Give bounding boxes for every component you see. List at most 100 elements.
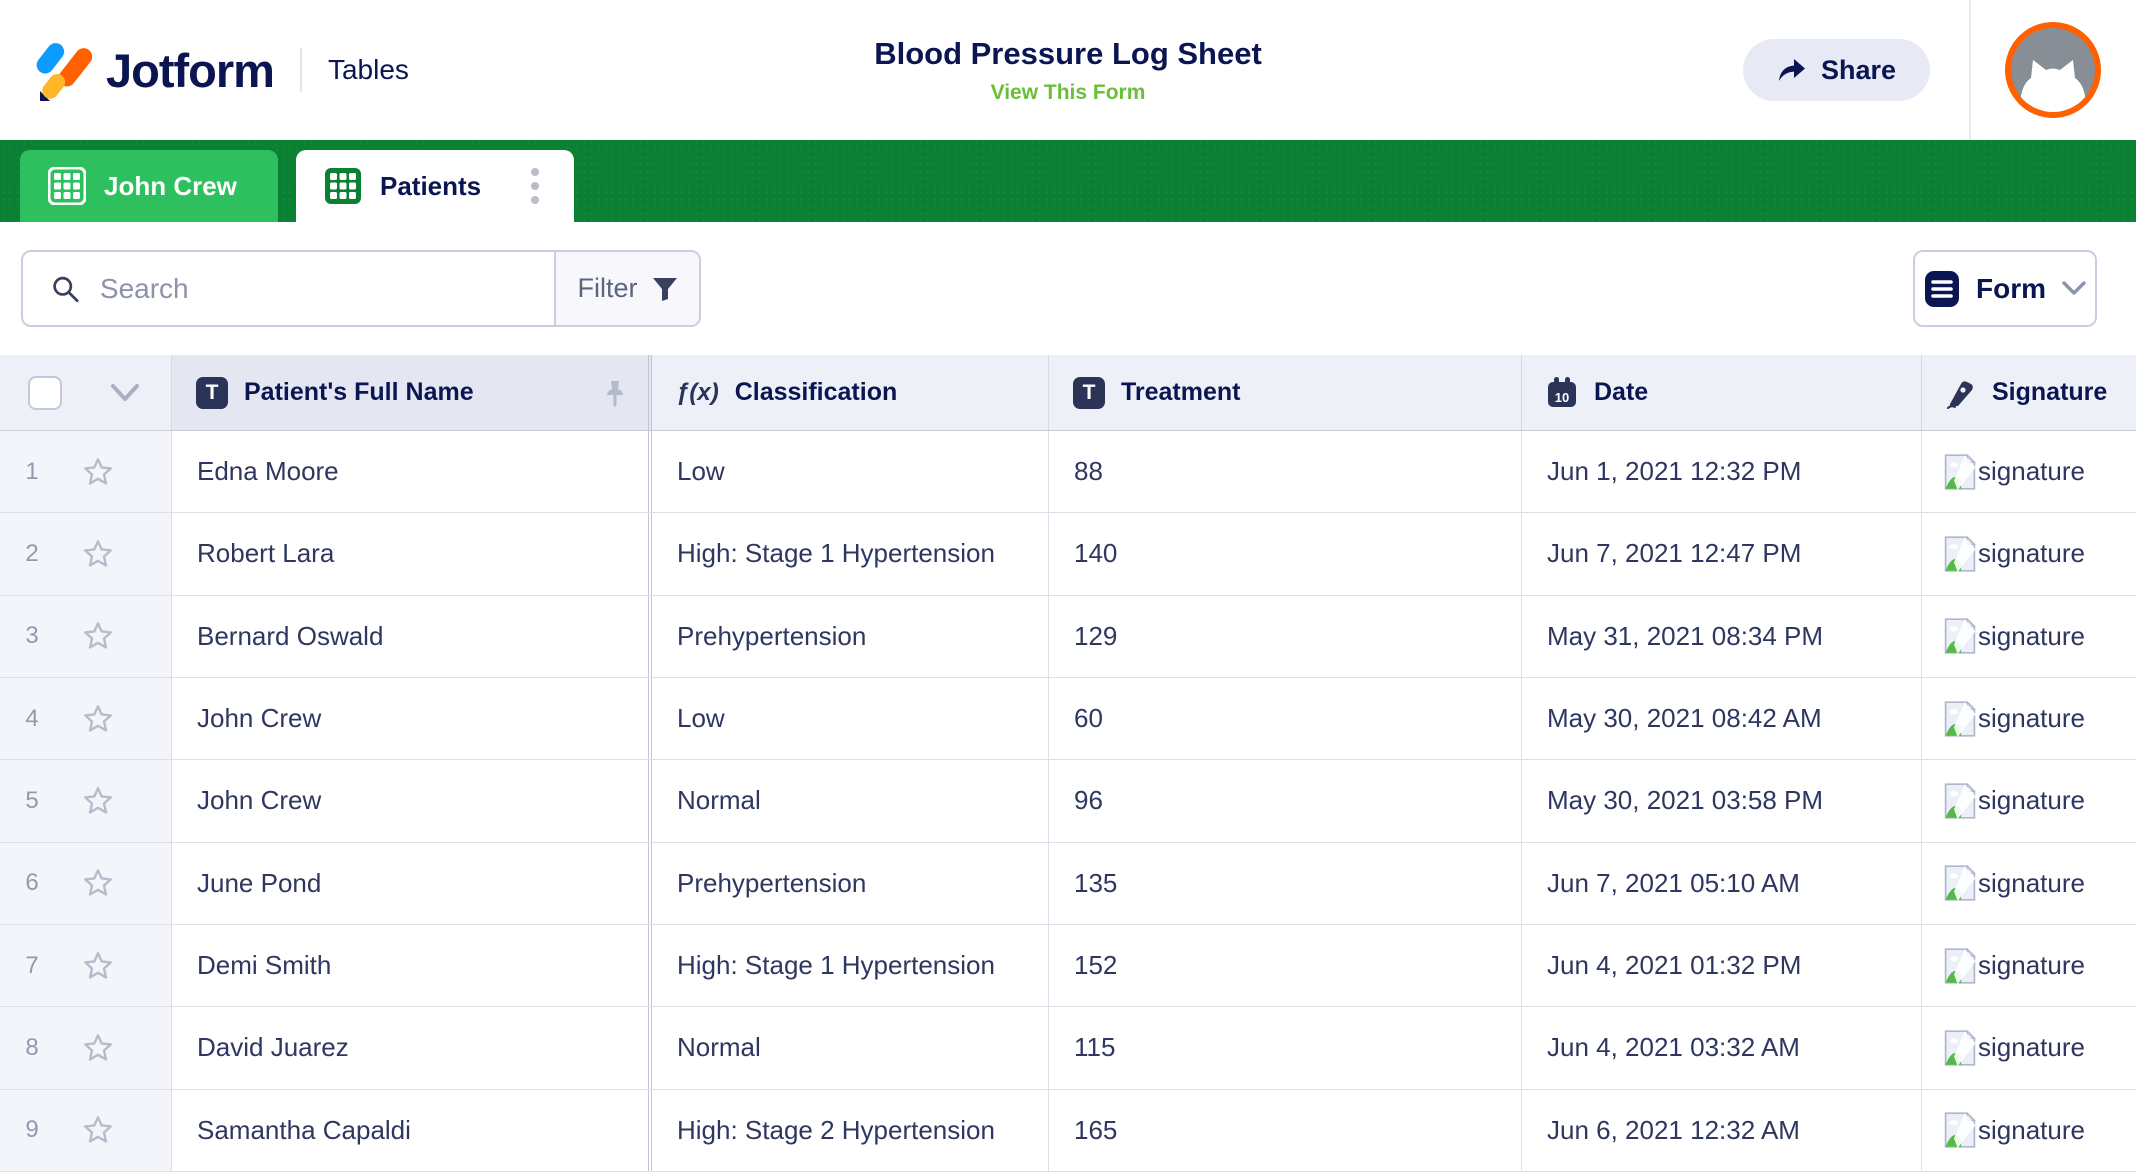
tab-label: John Crew (104, 170, 237, 201)
cell-date[interactable]: May 31, 2021 08:34 PM (1522, 595, 1922, 677)
cell-patient-name[interactable]: David Juarez (172, 1007, 652, 1089)
signature-alt-text: signature (1978, 703, 2085, 734)
cell-treatment[interactable]: 152 (1049, 924, 1522, 1007)
cell-date[interactable]: May 30, 2021 08:42 AM (1522, 677, 1922, 760)
signature-alt-text: signature (1978, 1114, 2085, 1145)
cell-signature[interactable]: signature (1922, 760, 2136, 841)
cell-date[interactable]: Jun 6, 2021 12:32 AM (1522, 1089, 1922, 1171)
cell-date[interactable]: Jun 4, 2021 03:32 AM (1522, 1007, 1922, 1089)
text-field-icon: T (196, 376, 228, 409)
cell-signature[interactable]: signature (1922, 431, 2136, 512)
broken-image-icon (1944, 1029, 1976, 1066)
share-button[interactable]: Share (1742, 39, 1930, 101)
row-gutter-cell: 1 (0, 431, 172, 513)
favorite-star-icon[interactable] (82, 456, 114, 488)
table-row: 3 Bernard Oswald Prehypertension 129 May… (0, 595, 2136, 678)
cell-date[interactable]: Jun 1, 2021 12:32 PM (1522, 431, 1922, 513)
cell-classification[interactable]: Normal (652, 1007, 1049, 1089)
chevron-down-icon[interactable] (110, 383, 140, 403)
pen-icon (1947, 380, 1973, 409)
cell-classification[interactable]: High: Stage 1 Hypertension (652, 924, 1049, 1007)
cell-signature[interactable]: signature (1922, 513, 2136, 594)
cell-treatment[interactable]: 140 (1049, 513, 1522, 595)
cell-classification[interactable]: High: Stage 2 Hypertension (652, 1089, 1049, 1171)
cell-signature[interactable]: signature (1922, 843, 2136, 924)
row-number: 6 (25, 869, 39, 897)
cell-patient-name[interactable]: Samantha Capaldi (172, 1089, 652, 1171)
pin-icon[interactable] (604, 379, 626, 407)
signature-alt-text: signature (1978, 456, 2085, 487)
cell-treatment[interactable]: 115 (1049, 1007, 1522, 1089)
row-number: 7 (25, 951, 39, 979)
cell-signature[interactable]: signature (1922, 1007, 2136, 1088)
cell-treatment[interactable]: 129 (1049, 595, 1522, 677)
column-header-treatment[interactable]: T Treatment (1049, 355, 1522, 430)
table-grid-icon (48, 167, 86, 205)
brand-wordmark[interactable]: Jotform (106, 43, 275, 97)
cell-patient-name[interactable]: Robert Lara (172, 513, 652, 595)
favorite-star-icon[interactable] (82, 785, 114, 817)
form-doc-icon (1925, 270, 1959, 307)
view-this-form-link[interactable]: View This Form (990, 80, 1146, 104)
column-label: Patient's Full Name (244, 378, 474, 406)
form-view-button[interactable]: Form (1913, 250, 2097, 327)
tab-options-kebab-icon[interactable] (525, 162, 545, 210)
broken-image-icon (1944, 1112, 1976, 1149)
filter-button[interactable]: Filter (554, 252, 699, 325)
cell-signature[interactable]: signature (1922, 925, 2136, 1006)
favorite-star-icon[interactable] (82, 538, 114, 570)
cell-signature[interactable]: signature (1922, 1090, 2136, 1171)
signature-alt-text: signature (1978, 867, 2085, 898)
cell-patient-name[interactable]: Demi Smith (172, 924, 652, 1007)
form-button-label: Form (1976, 272, 2046, 304)
favorite-star-icon[interactable] (82, 950, 114, 982)
table-row: 5 John Crew Normal 96 May 30, 2021 03:58… (0, 760, 2136, 843)
signature-alt-text: signature (1978, 620, 2085, 651)
cell-treatment[interactable]: 165 (1049, 1089, 1522, 1171)
cell-date[interactable]: Jun 4, 2021 01:32 PM (1522, 924, 1922, 1007)
favorite-star-icon[interactable] (82, 703, 114, 735)
jotform-logo-icon[interactable] (34, 39, 92, 101)
tab-john-crew[interactable]: John Crew (20, 150, 278, 222)
cell-date[interactable]: Jun 7, 2021 05:10 AM (1522, 842, 1922, 924)
row-number: 1 (25, 457, 39, 485)
table-row: 9 Samantha Capaldi High: Stage 2 Hyperte… (0, 1089, 2136, 1172)
select-all-checkbox[interactable] (28, 375, 62, 410)
column-header-signature[interactable]: Signature (1922, 355, 2136, 430)
table-row: 8 David Juarez Normal 115 Jun 4, 2021 03… (0, 1007, 2136, 1090)
cell-patient-name[interactable]: Edna Moore (172, 431, 652, 513)
cell-classification[interactable]: Normal (652, 760, 1049, 842)
search-input[interactable] (99, 272, 554, 305)
cell-patient-name[interactable]: John Crew (172, 760, 652, 842)
favorite-star-icon[interactable] (82, 1114, 114, 1146)
favorite-star-icon[interactable] (82, 1032, 114, 1064)
cell-classification[interactable]: Low (652, 677, 1049, 760)
column-header-classification[interactable]: ƒ(x) Classification (652, 355, 1049, 430)
cell-patient-name[interactable]: Bernard Oswald (172, 595, 652, 677)
cell-classification[interactable]: Low (652, 431, 1049, 513)
cell-treatment[interactable]: 135 (1049, 842, 1522, 924)
cell-signature[interactable]: signature (1922, 678, 2136, 759)
favorite-star-icon[interactable] (82, 867, 114, 899)
cell-date[interactable]: Jun 7, 2021 12:47 PM (1522, 513, 1922, 595)
cell-treatment[interactable]: 60 (1049, 677, 1522, 760)
cell-classification[interactable]: High: Stage 1 Hypertension (652, 513, 1049, 595)
row-gutter-cell: 2 (0, 513, 172, 595)
cell-classification[interactable]: Prehypertension (652, 842, 1049, 924)
cell-treatment[interactable]: 88 (1049, 431, 1522, 513)
column-header-patients-full-name[interactable]: T Patient's Full Name (172, 355, 652, 430)
favorite-star-icon[interactable] (82, 620, 114, 652)
brand-group: Jotform Tables (34, 0, 409, 140)
column-header-date[interactable]: 10 Date (1522, 355, 1922, 430)
cell-classification[interactable]: Prehypertension (652, 595, 1049, 677)
avatar[interactable] (2005, 22, 2101, 118)
cell-patient-name[interactable]: John Crew (172, 677, 652, 760)
cell-date[interactable]: May 30, 2021 03:58 PM (1522, 760, 1922, 842)
cell-treatment[interactable]: 96 (1049, 760, 1522, 842)
cell-signature[interactable]: signature (1922, 596, 2136, 677)
row-gutter-cell: 6 (0, 842, 172, 924)
cell-patient-name[interactable]: June Pond (172, 842, 652, 924)
table-row: 1 Edna Moore Low 88 Jun 1, 2021 12:32 PM (0, 431, 2136, 514)
tab-patients[interactable]: Patients (296, 150, 574, 222)
